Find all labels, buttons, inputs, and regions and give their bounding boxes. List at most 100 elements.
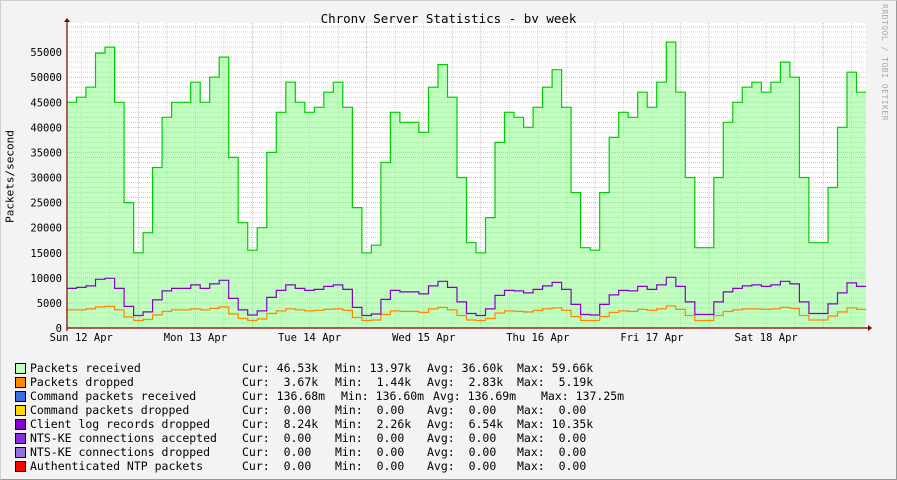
chart-plot: 0 5000 10000 15000 20000 25000 30000 35000 40000…: [30, 18, 872, 344]
stat-value: 13.97k: [369, 361, 412, 375]
y-tick-label: 10000: [30, 273, 62, 285]
chart-title: Chrony Server Statistics - by week: [320, 11, 577, 26]
stat-value: 59.66k: [551, 361, 594, 375]
legend-stat-avg: Avg: 6.54k: [427, 417, 503, 431]
x-tick-label: Tue 14 Apr: [278, 332, 341, 344]
legend-label: Packets dropped: [30, 375, 134, 389]
series-line-packets-dropped: [67, 305, 866, 322]
y-tick-label: 25000: [30, 198, 62, 210]
y-tick-label: 30000: [30, 173, 62, 185]
x-tick-label: Wed 15 Apr: [392, 332, 455, 344]
stat-label: Max:: [517, 431, 545, 445]
stat-value: 10.35k: [551, 417, 594, 431]
legend-stat-min: Min: 1.44k: [335, 375, 411, 389]
legend-stat-avg: Avg: 0.00: [427, 459, 496, 473]
x-tick-label: Thu 16 Apr: [506, 332, 569, 344]
stat-value: 8.24k: [276, 417, 319, 431]
stat-label: Max:: [517, 445, 545, 459]
stat-value: 0.00: [461, 403, 497, 417]
x-tick-label: Sun 12 Apr: [50, 332, 113, 344]
stat-value: 0.00: [551, 459, 587, 473]
legend-stat-max: Max: 59.66k: [517, 361, 593, 375]
legend-stat-cur: Cur: 0.00: [242, 445, 311, 459]
stat-value: 6.54k: [461, 417, 504, 431]
legend-stat-max: Max: 0.00: [517, 445, 586, 459]
stat-value: 0.00: [461, 459, 497, 473]
legend-stat-max: Max: 137.25m: [541, 389, 624, 403]
y-tick-label: 20000: [30, 223, 62, 235]
stat-label: Max:: [517, 417, 545, 431]
stat-label: Avg:: [427, 459, 455, 473]
stat-value: 136.69m: [467, 389, 517, 403]
legend-stat-avg: Avg: 0.00: [427, 403, 496, 417]
stat-label: Min:: [335, 431, 363, 445]
stat-value: 0.00: [551, 403, 587, 417]
legend-stat-min: Min: 0.00: [335, 445, 404, 459]
legend-stat-min: Min: 2.26k: [335, 417, 411, 431]
stat-label: Max:: [517, 403, 545, 417]
stat-value: 0.00: [276, 459, 312, 473]
stat-value: 3.67k: [276, 375, 319, 389]
y-tick-label: 0: [56, 323, 62, 335]
stat-value: 0.00: [461, 445, 497, 459]
y-axis-arrow-icon: [64, 18, 70, 22]
stat-value: 0.00: [551, 431, 587, 445]
stat-label: Min:: [335, 417, 363, 431]
y-tick-label: 40000: [30, 122, 62, 134]
stat-value: 0.00: [369, 403, 405, 417]
x-tick-label: Fri 17 Apr: [620, 332, 683, 344]
stat-label: Cur:: [242, 389, 270, 403]
legend-stat-min: Min: 0.00: [335, 431, 404, 445]
legend-stat-max: Max: 5.19k: [517, 375, 593, 389]
stat-value: 137.25m: [575, 389, 625, 403]
legend-label: Command packets received: [30, 389, 197, 403]
stat-label: Min:: [335, 403, 363, 417]
stat-value: 136.68m: [276, 389, 326, 403]
y-tick-label: 5000: [37, 298, 62, 310]
legend-label: Packets received: [30, 361, 141, 375]
legend-label: NTS-KE connections accepted: [30, 431, 217, 445]
legend-stat-cur: Cur: 8.24k: [242, 417, 318, 431]
stat-value: 0.00: [276, 445, 312, 459]
stat-label: Avg:: [427, 403, 455, 417]
legend-label: Command packets dropped: [30, 403, 190, 417]
stat-label: Max:: [517, 361, 545, 375]
stat-label: Cur:: [242, 459, 270, 473]
stat-label: Cur:: [242, 445, 270, 459]
legend-label: Client log records dropped: [30, 417, 211, 431]
stat-value: 136.60m: [375, 389, 425, 403]
legend-stat-cur: Cur: 3.67k: [242, 375, 318, 389]
stat-label: Cur:: [242, 417, 270, 431]
legend-stat-avg: Avg: 36.60k: [427, 361, 503, 375]
legend-stat-cur: Cur: 0.00: [242, 403, 311, 417]
legend-swatch: [15, 419, 26, 430]
legend-stat-avg: Avg: 0.00: [427, 445, 496, 459]
stat-label: Max:: [541, 389, 569, 403]
y-tick-label: 45000: [30, 97, 62, 109]
legend-stat-avg: Avg: 2.83k: [427, 375, 503, 389]
stat-label: Avg:: [427, 445, 455, 459]
legend-stat-cur: Cur: 0.00: [242, 459, 311, 473]
legend-swatch: [15, 363, 26, 374]
legend-stat-avg: Avg: 0.00: [427, 431, 496, 445]
stat-value: 46.53k: [276, 361, 319, 375]
legend-swatch: [15, 447, 26, 458]
y-tick-label: 55000: [30, 47, 62, 59]
stat-label: Min:: [335, 459, 363, 473]
stat-value: 0.00: [551, 445, 587, 459]
stat-value: 0.00: [461, 431, 497, 445]
legend-stat-max: Max: 0.00: [517, 403, 586, 417]
stat-label: Avg:: [427, 375, 455, 389]
y-tick-label: 35000: [30, 147, 62, 159]
legend-swatch: [15, 391, 26, 402]
stat-value: 0.00: [369, 445, 405, 459]
stat-label: Min:: [341, 389, 369, 403]
stat-label: Avg:: [433, 389, 461, 403]
legend-stat-min: Min: 13.97k: [335, 361, 411, 375]
stat-value: 5.19k: [551, 375, 594, 389]
stat-label: Avg:: [427, 361, 455, 375]
stat-label: Max:: [517, 375, 545, 389]
legend-stat-min: Min: 0.00: [335, 459, 404, 473]
series-line-packets-received: [67, 41, 866, 254]
legend-swatch: [15, 461, 26, 472]
